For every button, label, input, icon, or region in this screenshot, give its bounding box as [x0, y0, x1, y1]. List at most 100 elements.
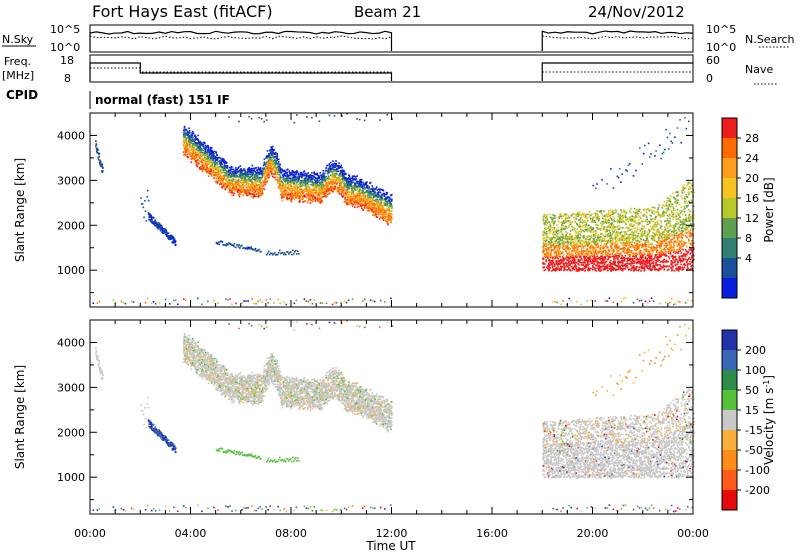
- power-cell: [294, 191, 297, 193]
- power-cell: [220, 161, 223, 164]
- power-cell: [236, 174, 239, 177]
- power-cell: [340, 193, 343, 196]
- power-cell: [551, 218, 554, 221]
- power-cell: [320, 201, 322, 204]
- power-cell: [257, 168, 260, 170]
- power-cell: [552, 245, 554, 247]
- power-cell: [270, 160, 272, 162]
- power-cell: [386, 113, 389, 116]
- power-cell: [276, 156, 279, 158]
- power-cell: [322, 169, 325, 172]
- power-cell: [290, 184, 293, 186]
- power-cell: [272, 151, 275, 154]
- power-cell: [237, 180, 239, 182]
- power-cell: [210, 175, 213, 177]
- power-cell: [99, 159, 102, 162]
- power-cell: [223, 168, 226, 170]
- power-cell: [340, 183, 343, 186]
- nsky-label: N.Sky: [2, 33, 34, 46]
- power-cell: [338, 162, 340, 164]
- power-cell: [325, 194, 328, 197]
- power-cell: [215, 177, 217, 180]
- power-cell: [164, 233, 167, 236]
- power-cell: [384, 219, 387, 222]
- power-cell: [282, 178, 285, 180]
- power-cell: [185, 140, 188, 142]
- power-cell: [344, 197, 346, 199]
- power-cell: [272, 168, 275, 171]
- power-cell: [342, 172, 344, 175]
- power-cell: [183, 146, 186, 149]
- power-cell: [174, 299, 177, 302]
- power-cell: [296, 196, 298, 198]
- power-cell: [201, 157, 204, 160]
- power-cell: [220, 158, 223, 160]
- power-cell: [198, 154, 201, 157]
- power-cell: [265, 119, 268, 121]
- power-cell: [378, 119, 381, 121]
- power-cell: [233, 187, 236, 189]
- power-cell: [308, 194, 311, 196]
- power-cell: [345, 180, 348, 182]
- power-cell: [269, 252, 272, 255]
- power-cell: [346, 177, 349, 180]
- power-cell: [251, 164, 254, 167]
- power-cell: [553, 228, 556, 231]
- power-cell: [333, 164, 336, 167]
- power-cell: [219, 172, 221, 175]
- power-cell: [222, 181, 224, 183]
- power-cell: [346, 192, 349, 195]
- power-cell: [171, 240, 174, 243]
- power-cell: [182, 298, 185, 300]
- power-cell: [204, 144, 207, 147]
- power-cell: [236, 183, 239, 186]
- power-cell: [552, 224, 555, 226]
- power-cell: [193, 145, 196, 147]
- power-cell: [269, 148, 272, 151]
- power-cell: [552, 241, 554, 243]
- power-cell: [561, 217, 563, 220]
- power-cell: [251, 174, 254, 177]
- power-cell: [207, 157, 210, 159]
- power-cell: [256, 184, 259, 187]
- power-cell: [155, 224, 158, 227]
- power-cell: [386, 208, 389, 210]
- power-cell: [561, 220, 563, 223]
- power-cell: [95, 147, 98, 150]
- power-cell: [566, 254, 568, 257]
- power-cell: [281, 185, 284, 187]
- power-cell: [267, 155, 269, 158]
- power-cell: [263, 167, 266, 169]
- power-cell: [277, 186, 280, 188]
- power-cell: [356, 187, 358, 189]
- power-cell: [612, 301, 615, 304]
- power-cell: [250, 172, 252, 175]
- power-cell: [332, 170, 335, 172]
- power-cell: [275, 162, 278, 164]
- power-cell: [302, 192, 305, 194]
- power-cell: [316, 189, 318, 192]
- power-cell: [345, 173, 347, 175]
- power-cell: [366, 201, 368, 203]
- power-cell: [328, 163, 331, 165]
- power-cell: [286, 251, 289, 253]
- power-cell: [331, 181, 334, 183]
- power-cell: [325, 191, 328, 194]
- power-cell: [561, 228, 563, 231]
- power-cell: [327, 185, 330, 187]
- power-cell: [566, 264, 568, 266]
- power-cell: [213, 299, 215, 302]
- power-cell: [188, 146, 191, 149]
- power-cell: [353, 175, 355, 177]
- power-cell: [271, 163, 274, 165]
- power-cell: [213, 175, 216, 177]
- power-cell: [196, 137, 199, 140]
- power-cell: [226, 185, 229, 188]
- power-cell: [289, 177, 291, 180]
- power-cell: [390, 210, 393, 213]
- power-cell: [188, 142, 190, 145]
- power-cell: [298, 175, 300, 178]
- power-cell: [194, 134, 196, 137]
- power-cell: [248, 247, 250, 250]
- power-cell: [557, 250, 560, 252]
